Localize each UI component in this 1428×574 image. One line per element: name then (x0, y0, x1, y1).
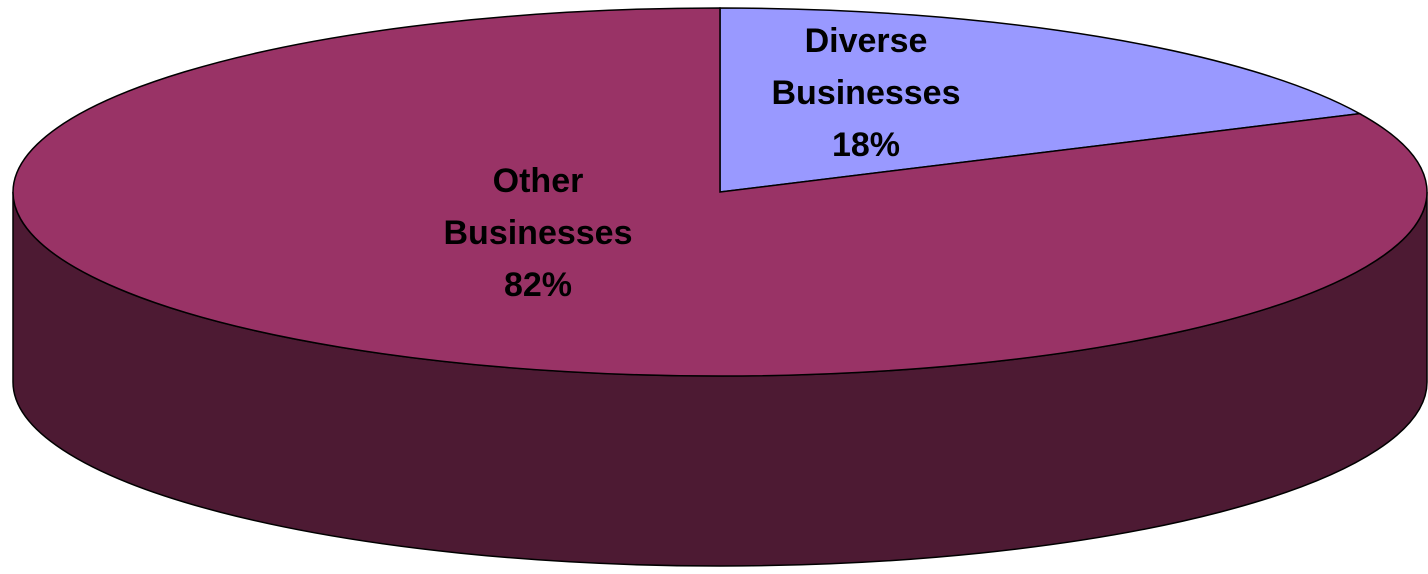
slice-percent-label: 82% (504, 266, 572, 304)
pie-label-other-businesses: Other Businesses 82% (444, 162, 633, 304)
slice-category-label: Businesses (444, 214, 633, 252)
slice-category-label: Other (493, 162, 584, 200)
pie-label-diverse-businesses: Diverse Businesses 18% (772, 22, 961, 164)
pie-label-layer: Diverse Businesses 18% Other Businesses 82% (444, 22, 961, 304)
pie-slice-diverse-businesses (719, 7, 1363, 193)
slice-category-label: Diverse (805, 22, 928, 60)
slice-category-label: Businesses (772, 74, 961, 112)
pie-top-layer (12, 7, 1428, 377)
pie-slice-other-businesses (12, 7, 1428, 377)
slice-percent-label: 18% (832, 126, 900, 164)
